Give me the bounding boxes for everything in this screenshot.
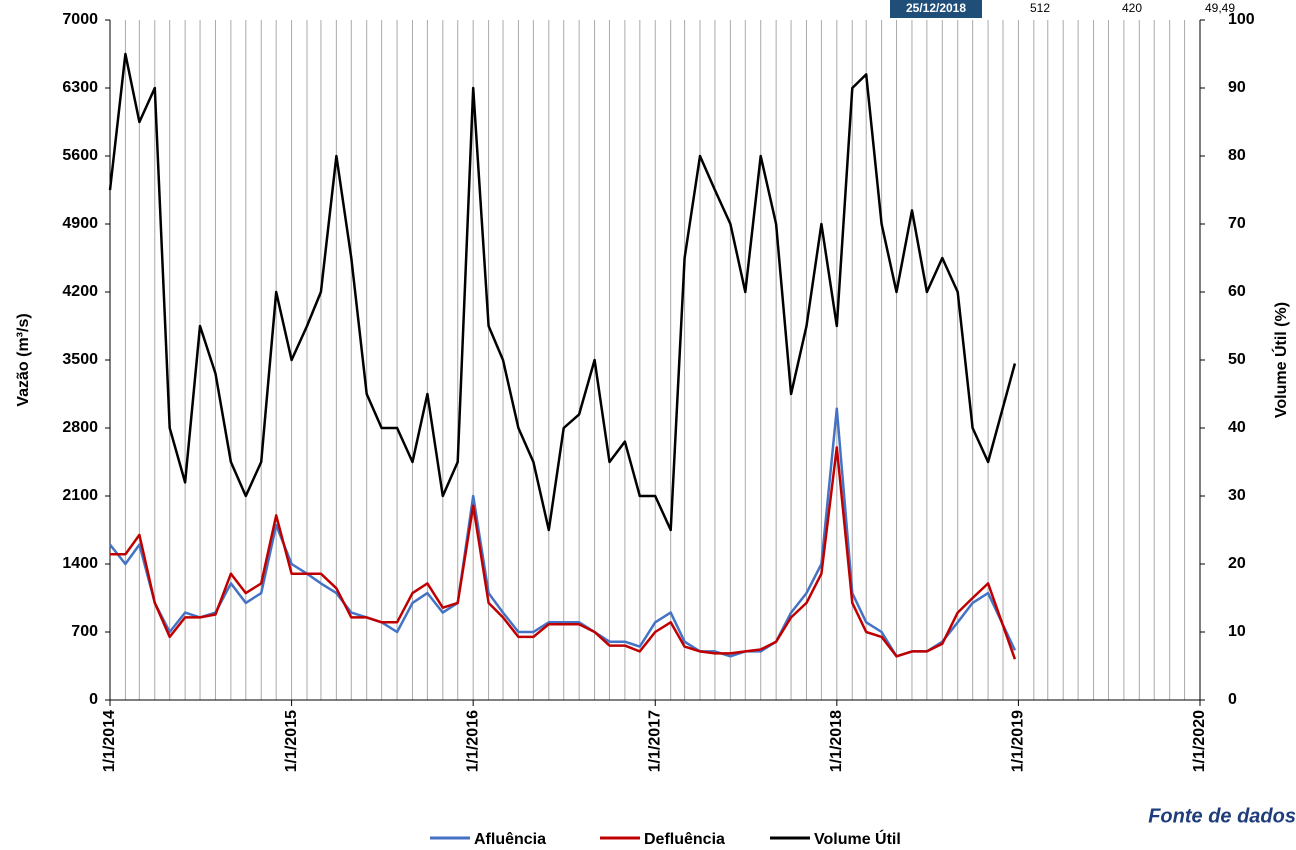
legend-label: Volume Útil — [814, 829, 901, 845]
y2-tick-label: 90 — [1228, 79, 1246, 96]
y-tick-label: 4200 — [62, 283, 98, 300]
x-tick-label: 1/1/2018 — [828, 710, 845, 772]
y2-tick-label: 70 — [1228, 215, 1246, 232]
legend-label: Defluência — [644, 831, 725, 845]
y-tick-label: 1400 — [62, 555, 98, 572]
y2-axis-label: Volume Útil (%) — [1271, 302, 1290, 418]
x-tick-label: 1/1/2017 — [646, 710, 663, 772]
readout-box — [890, 0, 982, 18]
y2-tick-label: 40 — [1228, 419, 1246, 436]
y2-tick-label: 60 — [1228, 283, 1246, 300]
legend-label: Afluência — [474, 831, 546, 845]
series-line — [108, 52, 1017, 532]
y2-tick-label: 20 — [1228, 555, 1246, 572]
y-axis-label: Vazão (m³/s) — [15, 313, 32, 406]
y-tick-label: 3500 — [62, 351, 98, 368]
readout-value: 512 — [1030, 1, 1050, 15]
y-tick-label: 6300 — [62, 79, 98, 96]
y-tick-label: 700 — [71, 623, 98, 640]
y-tick-label: 7000 — [62, 11, 98, 28]
series-line — [109, 407, 1017, 658]
y2-tick-label: 10 — [1228, 623, 1246, 640]
series-line — [110, 446, 1017, 660]
y2-tick-label: 100 — [1228, 11, 1255, 28]
y2-tick-label: 0 — [1228, 691, 1237, 708]
x-tick-label: 1/1/2014 — [101, 710, 118, 772]
y2-tick-label: 80 — [1228, 147, 1246, 164]
y2-tick-label: 50 — [1228, 351, 1246, 368]
x-tick-label: 1/1/2016 — [464, 710, 481, 772]
x-tick-label: 1/1/2020 — [1191, 710, 1208, 772]
y-tick-label: 2800 — [62, 419, 98, 436]
readout-value: 49,49 — [1205, 1, 1235, 15]
x-tick-label: 1/1/2015 — [283, 710, 300, 772]
annotation: Fonte de dados — [1148, 805, 1296, 827]
readout-date: 25/12/2018 — [906, 1, 966, 15]
y2-tick-label: 30 — [1228, 487, 1246, 504]
y-tick-label: 0 — [89, 691, 98, 708]
readout-value: 420 — [1122, 1, 1142, 15]
y-tick-label: 5600 — [62, 147, 98, 164]
x-tick-label: 1/1/2019 — [1010, 710, 1027, 772]
y-tick-label: 4900 — [62, 215, 98, 232]
y-tick-label: 2100 — [62, 487, 98, 504]
